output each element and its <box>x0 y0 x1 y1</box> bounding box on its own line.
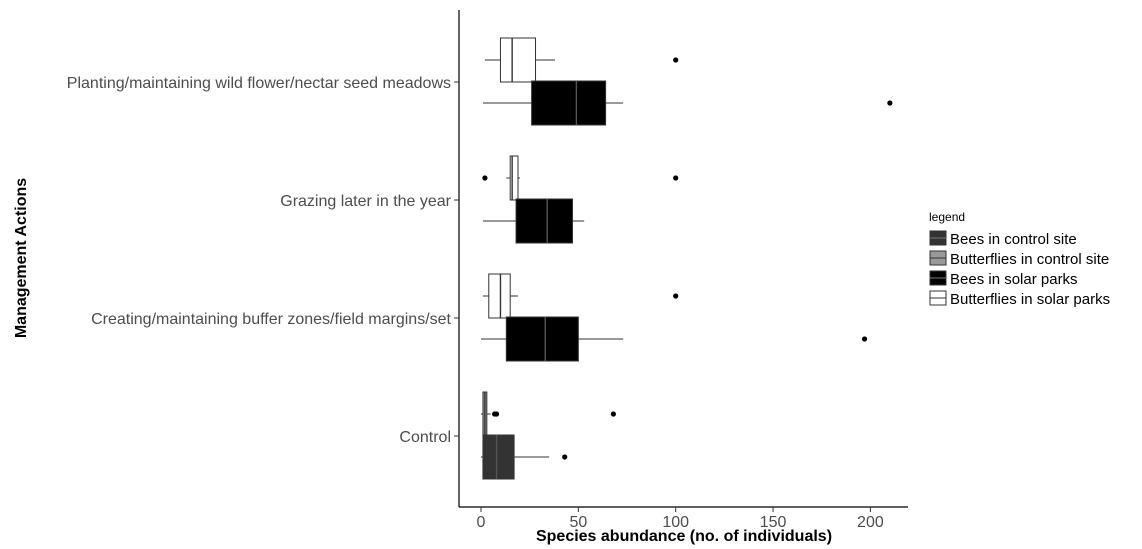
x-ticks: 0 50 100 150 200 <box>477 507 884 531</box>
y-ticks: Planting/maintaining wild flower/nectar … <box>67 75 459 446</box>
outlier-point <box>673 293 679 299</box>
legend-item: Bees in control site <box>929 230 1077 248</box>
category-label: Planting/maintaining wild flower/nectar … <box>67 75 451 92</box>
box-7 <box>481 391 616 437</box>
outlier-point <box>673 175 679 181</box>
outlier-point <box>493 411 500 417</box>
x-tick-label: 150 <box>760 514 787 531</box>
box-rect <box>505 316 579 362</box>
outlier-point <box>610 411 616 417</box>
legend-label: Butterflies in solar parks <box>950 291 1110 308</box>
box-5 <box>482 273 679 319</box>
box-8 <box>481 434 568 480</box>
box-rect <box>515 198 574 244</box>
legend: legend Bees in control site Butterflies i… <box>929 210 1110 308</box>
box-rect <box>509 155 519 201</box>
box-4 <box>482 198 585 244</box>
legend-item: Bees in solar parks <box>929 270 1078 288</box>
legend-items: Bees in control site Butterflies in contr… <box>929 230 1110 308</box>
legend-item: Butterflies in solar parks <box>929 290 1110 308</box>
legend-label: Bees in control site <box>950 231 1077 248</box>
outlier-point <box>482 175 488 181</box>
box-rect <box>482 434 515 480</box>
plot-area <box>481 37 893 480</box>
outlier-point <box>861 336 868 342</box>
category-label: Grazing later in the year <box>280 193 451 210</box>
box-rect <box>488 273 511 319</box>
box-6 <box>481 316 868 362</box>
box-rect <box>531 80 607 126</box>
box-3 <box>482 155 679 201</box>
legend-title: legend <box>929 210 965 224</box>
x-tick-label: 100 <box>662 514 689 531</box>
legend-item: Butterflies in control site <box>929 250 1109 268</box>
outlier-point <box>673 57 679 63</box>
x-tick-label: 200 <box>857 514 884 531</box>
box-1 <box>484 37 679 83</box>
legend-label: Bees in solar parks <box>950 271 1078 288</box>
category-label: Creating/maintaining buffer zones/field … <box>91 311 451 328</box>
y-axis-title: Management Actions <box>13 178 30 338</box>
x-tick-label: 50 <box>569 514 587 531</box>
box-rect <box>499 37 537 83</box>
box-2 <box>482 80 893 126</box>
outlier-point <box>887 100 893 106</box>
category-label: Control <box>399 429 451 446</box>
outlier-point <box>562 454 568 460</box>
x-axis-title: Species abundance (no. of individuals) <box>536 528 832 545</box>
legend-label: Butterflies in control site <box>950 251 1109 268</box>
x-tick-label: 0 <box>477 514 486 531</box>
